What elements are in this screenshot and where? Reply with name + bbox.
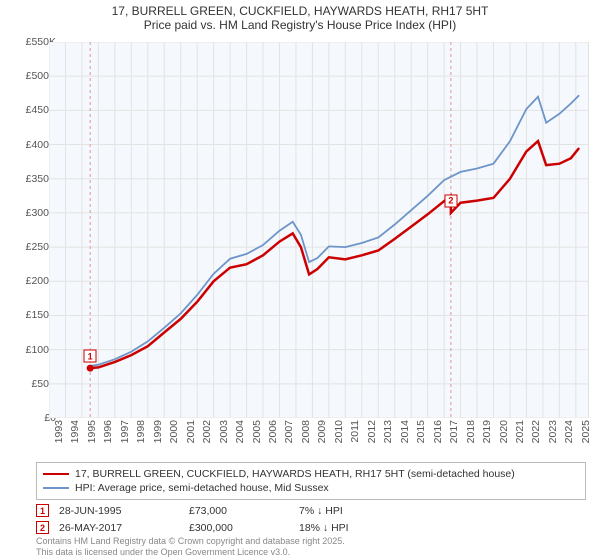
sale-date: 28-JUN-1995 xyxy=(59,505,179,517)
sale-row: 2 26-MAY-2017 £300,000 18% ↓ HPI xyxy=(36,519,586,536)
legend-swatch-hpi xyxy=(43,487,69,489)
x-tick-label: 2025 xyxy=(580,420,592,454)
x-tick-label: 2003 xyxy=(218,420,230,454)
x-tick-label: 2000 xyxy=(168,420,180,454)
x-tick-label: 2016 xyxy=(432,420,444,454)
x-tick-label: 2023 xyxy=(547,420,559,454)
chart-plot-area: 12 xyxy=(49,42,589,418)
x-tick-label: 2020 xyxy=(498,420,510,454)
x-tick-label: 2001 xyxy=(185,420,197,454)
x-tick-label: 2013 xyxy=(382,420,394,454)
x-tick-label: 1994 xyxy=(69,420,81,454)
x-tick-label: 2017 xyxy=(448,420,460,454)
sale-delta: 18% ↓ HPI xyxy=(299,522,419,534)
title-subtitle: Price paid vs. HM Land Registry's House … xyxy=(0,18,600,32)
title-address: 17, BURRELL GREEN, CUCKFIELD, HAYWARDS H… xyxy=(0,4,600,18)
legend-swatch-property xyxy=(43,473,69,476)
x-tick-label: 2022 xyxy=(530,420,542,454)
sale-price: £73,000 xyxy=(189,505,289,517)
x-tick-label: 1997 xyxy=(119,420,131,454)
x-tick-label: 1995 xyxy=(86,420,98,454)
legend-row-property: 17, BURRELL GREEN, CUCKFIELD, HAYWARDS H… xyxy=(43,467,579,481)
sale-marker-icon: 2 xyxy=(36,521,49,534)
sale-marker-2: 2 xyxy=(444,194,457,207)
legend-label-hpi: HPI: Average price, semi-detached house,… xyxy=(75,482,329,494)
sale-row: 1 28-JUN-1995 £73,000 7% ↓ HPI xyxy=(36,502,586,519)
x-tick-label: 2002 xyxy=(201,420,213,454)
x-tick-label: 2010 xyxy=(333,420,345,454)
footer-line2: This data is licensed under the Open Gov… xyxy=(36,547,345,558)
x-tick-label: 2007 xyxy=(283,420,295,454)
sale-price: £300,000 xyxy=(189,522,289,534)
x-tick-label: 2018 xyxy=(465,420,477,454)
x-tick-label: 1999 xyxy=(152,420,164,454)
sale-marker-icon: 1 xyxy=(36,504,49,517)
x-tick-label: 2006 xyxy=(267,420,279,454)
sales-block: 1 28-JUN-1995 £73,000 7% ↓ HPI 2 26-MAY-2017 £… xyxy=(36,502,586,536)
sale-date: 26-MAY-2017 xyxy=(59,522,179,534)
x-tick-label: 1996 xyxy=(102,420,114,454)
x-tick-label: 2021 xyxy=(514,420,526,454)
x-tick-label: 2019 xyxy=(481,420,493,454)
x-tick-label: 1998 xyxy=(135,420,147,454)
legend-label-property: 17, BURRELL GREEN, CUCKFIELD, HAYWARDS H… xyxy=(75,468,515,480)
legend-box: 17, BURRELL GREEN, CUCKFIELD, HAYWARDS H… xyxy=(36,462,586,500)
x-tick-label: 2005 xyxy=(251,420,263,454)
x-tick-label: 2008 xyxy=(300,420,312,454)
x-tick-label: 2015 xyxy=(415,420,427,454)
x-tick-label: 2009 xyxy=(316,420,328,454)
x-tick-label: 1993 xyxy=(53,420,65,454)
sale-marker-1: 1 xyxy=(84,350,97,363)
x-tick-label: 2012 xyxy=(366,420,378,454)
sale-delta: 7% ↓ HPI xyxy=(299,505,419,517)
chart-svg xyxy=(49,42,589,418)
legend-row-hpi: HPI: Average price, semi-detached house,… xyxy=(43,481,579,495)
x-tick-label: 2014 xyxy=(399,420,411,454)
x-tick-label: 2011 xyxy=(349,420,361,454)
footer-line1: Contains HM Land Registry data © Crown c… xyxy=(36,536,345,547)
footer: Contains HM Land Registry data © Crown c… xyxy=(36,536,345,558)
x-tick-label: 2024 xyxy=(563,420,575,454)
title-block: 17, BURRELL GREEN, CUCKFIELD, HAYWARDS H… xyxy=(0,0,600,32)
x-tick-label: 2004 xyxy=(234,420,246,454)
chart-container: 17, BURRELL GREEN, CUCKFIELD, HAYWARDS H… xyxy=(0,0,600,560)
